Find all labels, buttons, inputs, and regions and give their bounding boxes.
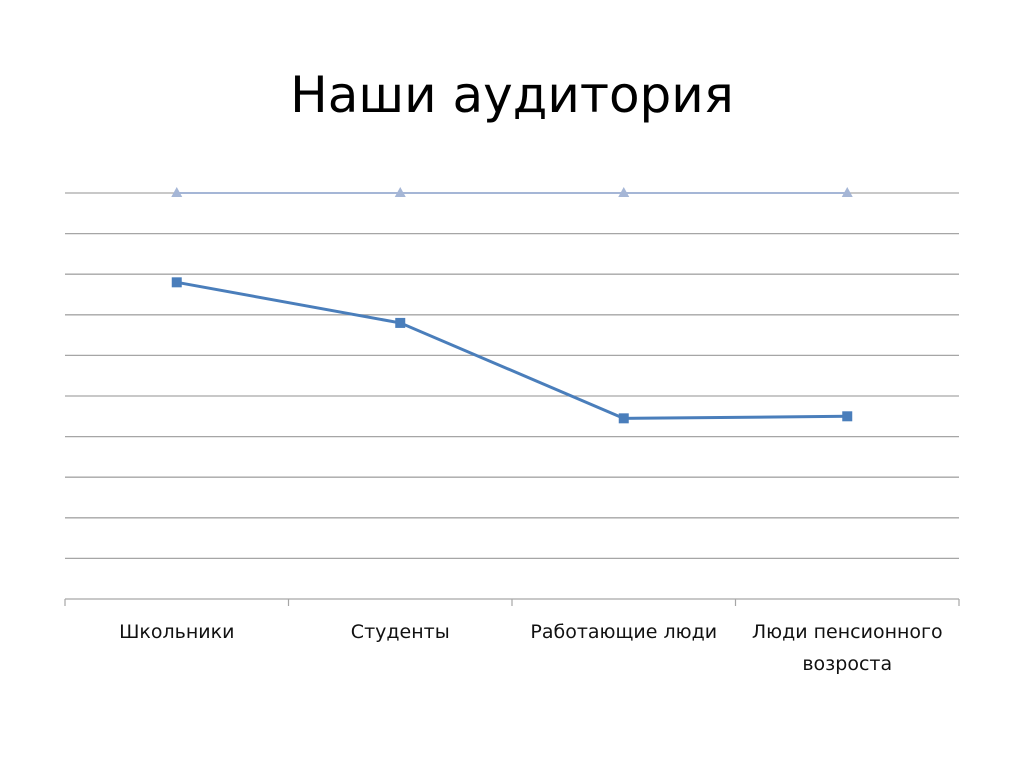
square-marker [842, 411, 853, 422]
slide-title: Наши аудитория [290, 66, 734, 124]
square-marker [618, 413, 629, 424]
series-line [176, 280, 848, 420]
chart-series [171, 187, 853, 424]
x-axis-label: Люди пенсионного возроста [751, 621, 943, 675]
square-marker [171, 277, 182, 288]
triangle-marker [171, 187, 183, 197]
square-marker [395, 317, 406, 328]
x-axis [64, 598, 960, 606]
triangle-marker [394, 187, 406, 197]
triangle-marker [841, 187, 853, 197]
x-axis-label: Студенты [350, 621, 450, 643]
x-axis-label: Школьники [119, 621, 235, 643]
gridlines [65, 192, 959, 560]
triangle-marker [618, 187, 630, 197]
x-axis-label: Работающие люди [530, 621, 718, 643]
